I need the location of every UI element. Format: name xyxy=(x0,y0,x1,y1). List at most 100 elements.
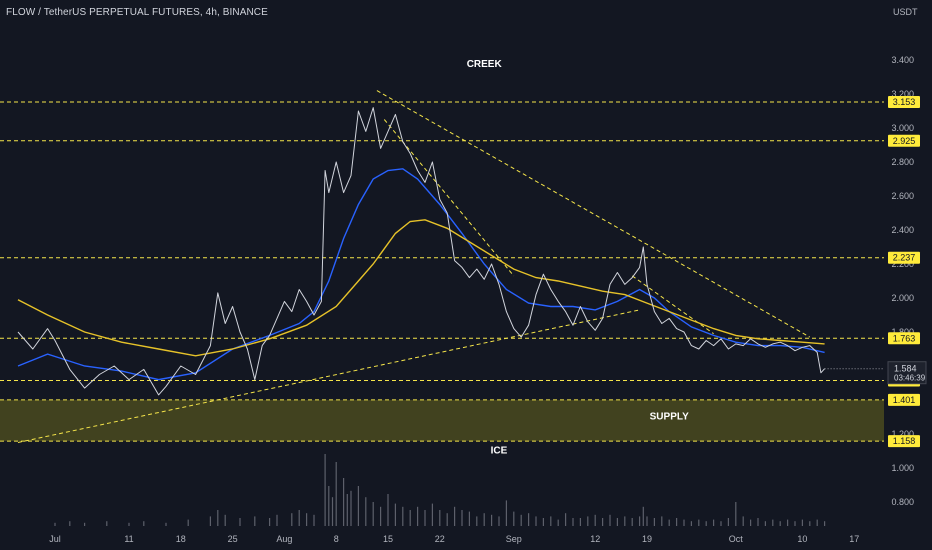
y-tick-label: 1.200 xyxy=(891,429,914,439)
moving-average-fast xyxy=(17,168,825,381)
volume-bar xyxy=(224,514,226,526)
level-badge-label: 1.763 xyxy=(893,333,916,343)
volume-bar xyxy=(801,519,803,526)
candle-countdown: 03:46:39 xyxy=(894,374,926,383)
volume-bar xyxy=(54,522,56,526)
volume-bar xyxy=(520,514,522,526)
volume-bar xyxy=(579,518,581,526)
volume-bar xyxy=(668,519,670,526)
volume-bar xyxy=(84,522,86,526)
y-tick-label: 2.400 xyxy=(891,225,914,235)
volume-bar xyxy=(676,518,678,526)
volume-bar xyxy=(594,514,596,526)
volume-bar xyxy=(505,500,507,526)
horizontal-levels[interactable] xyxy=(0,101,884,442)
volume-bar xyxy=(468,511,470,526)
volume-bar xyxy=(498,516,500,526)
volume-bar xyxy=(372,502,374,526)
volume-bar xyxy=(787,519,789,526)
volume-bar xyxy=(528,513,530,526)
volume-bar xyxy=(690,521,692,526)
annotations: CREEK SUPPLY ICE xyxy=(467,59,689,457)
volume-bar xyxy=(557,519,559,526)
x-tick-label: 18 xyxy=(176,534,186,544)
volume-bar xyxy=(683,519,685,526)
level-badge-label: 2.925 xyxy=(893,136,916,146)
volume-bar xyxy=(417,506,419,526)
supply-zone-layer xyxy=(0,399,884,442)
volume-bar xyxy=(631,518,633,526)
level-badge xyxy=(888,393,920,406)
volume-bar xyxy=(276,514,278,526)
level-badge-label: 3.153 xyxy=(893,97,916,107)
volume-bar xyxy=(794,521,796,526)
trend-lines[interactable] xyxy=(17,90,811,443)
volume-bar xyxy=(298,510,300,526)
supply-zone xyxy=(0,399,884,442)
volume-bar xyxy=(824,521,826,526)
y-tick-label: 3.200 xyxy=(891,89,914,99)
x-tick-label: 8 xyxy=(334,534,339,544)
volume-bar xyxy=(346,494,348,526)
volume-bar xyxy=(328,486,330,526)
volume-bar xyxy=(357,486,359,526)
trend-line[interactable] xyxy=(17,309,640,443)
volume-bar xyxy=(698,519,700,526)
volume-bar xyxy=(609,514,611,526)
volume-bar xyxy=(720,521,722,526)
volume-bar xyxy=(217,510,219,526)
y-tick-label: 3.400 xyxy=(891,55,914,65)
level-badge xyxy=(888,435,920,448)
y-tick-label: 2.000 xyxy=(891,293,914,303)
trend-line[interactable] xyxy=(376,90,811,338)
volume-bar xyxy=(646,516,648,526)
volume-bar xyxy=(735,502,737,526)
y-tick-label: 2.800 xyxy=(891,157,914,167)
level-badge-label: 1.401 xyxy=(893,395,916,405)
volume-bar xyxy=(491,514,493,526)
x-tick-label: Oct xyxy=(729,534,744,544)
price-axis-badges: 3.1532.9252.2371.7631.5151.4011.1581.584… xyxy=(887,95,927,448)
x-tick-label: 22 xyxy=(435,534,445,544)
y-tick-label: 3.000 xyxy=(891,123,914,133)
volume-bar xyxy=(616,518,618,526)
volume-bar xyxy=(128,522,130,526)
volume-bar xyxy=(380,506,382,526)
x-tick-label: 15 xyxy=(383,534,393,544)
level-badge-label: 1.158 xyxy=(893,436,916,446)
annotation-label: ICE xyxy=(491,446,508,457)
x-tick-label: 12 xyxy=(590,534,600,544)
volume-bar xyxy=(387,494,389,526)
volume-bar xyxy=(254,516,256,526)
x-tick-label: Aug xyxy=(276,534,292,544)
volume-bar xyxy=(291,513,293,526)
volume-bar xyxy=(779,521,781,526)
volume-bar xyxy=(565,513,567,526)
trend-line[interactable] xyxy=(383,119,515,277)
volume-bar xyxy=(446,513,448,526)
y-tick-label: 1.000 xyxy=(891,463,914,473)
level-badge xyxy=(888,134,920,147)
volume-bar xyxy=(705,521,707,526)
last-price-value: 1.584 xyxy=(894,364,917,374)
volume-bar xyxy=(209,516,211,526)
volume-bar xyxy=(187,519,189,526)
x-tick-label: 17 xyxy=(849,534,859,544)
volume-bar xyxy=(165,522,167,526)
volume-bar xyxy=(639,516,641,526)
volume-bar xyxy=(143,521,145,526)
volume-bar xyxy=(742,516,744,526)
annotation-label: CREEK xyxy=(467,59,503,70)
trend-line[interactable] xyxy=(631,275,714,335)
volume-bar xyxy=(424,510,426,526)
y-tick-label: 2.200 xyxy=(891,259,914,269)
volume-bar xyxy=(324,454,326,526)
volume-bar xyxy=(402,506,404,526)
time-axis[interactable]: Jul 11 18 25 Aug 8 15 22 Sep 12 19 Oct 10 17 xyxy=(49,534,859,544)
x-tick-label: 10 xyxy=(797,534,807,544)
y-tick-label: 1.800 xyxy=(891,327,914,337)
volume-bar xyxy=(461,510,463,526)
volume-bar xyxy=(713,519,715,526)
volume-bar xyxy=(653,518,655,526)
